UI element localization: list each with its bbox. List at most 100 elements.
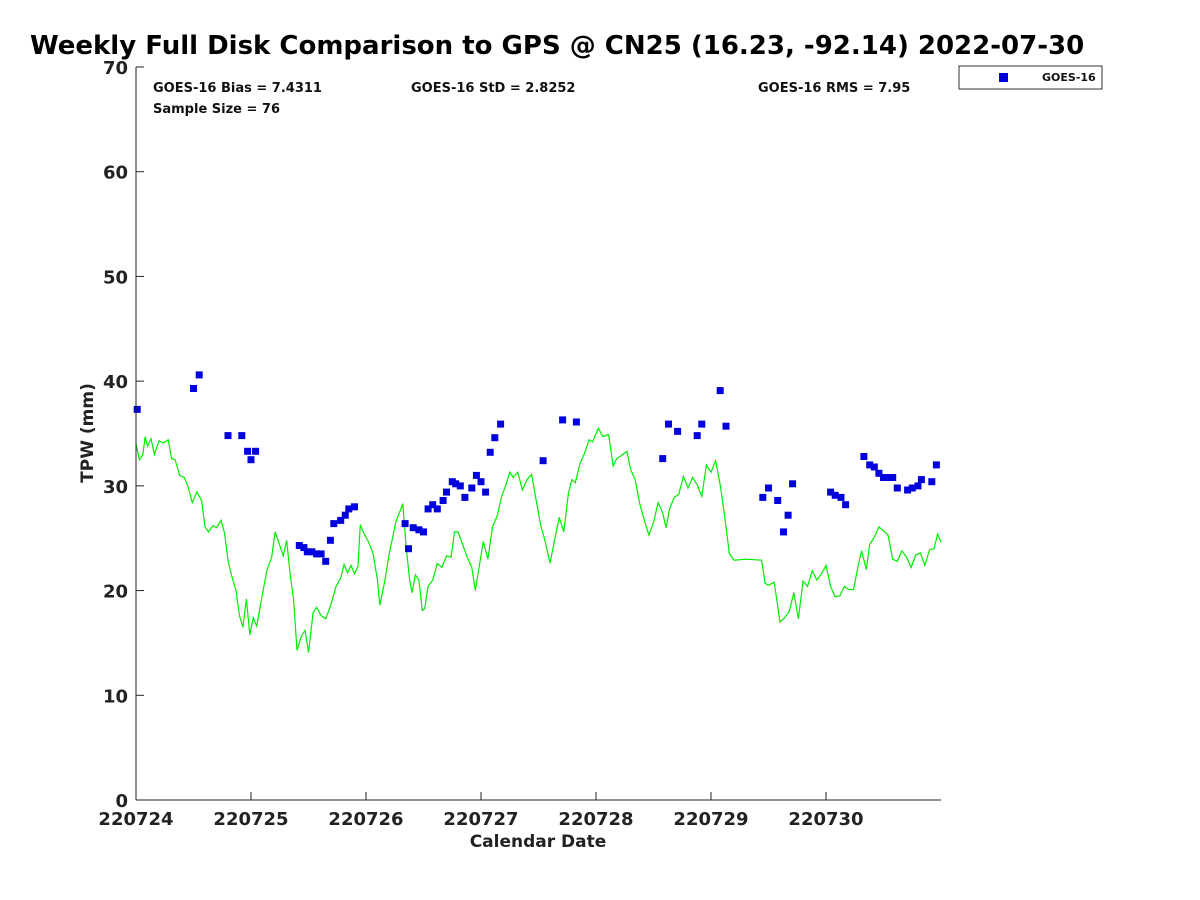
goes-16-point (722, 422, 730, 430)
y-tick-label: 20 (103, 582, 128, 603)
goes-16-point (486, 448, 494, 456)
goes-16-point (497, 420, 505, 428)
goes-16-point (904, 486, 912, 494)
goes-16-point (313, 550, 321, 558)
goes-16-point (326, 536, 334, 544)
goes-16-point (452, 480, 460, 488)
goes-16-point (866, 461, 874, 469)
goes-16-point (917, 476, 925, 484)
goes-16-point (784, 511, 792, 519)
rms-stat: GOES-16 RMS = 7.95 (758, 81, 910, 96)
x-tick-label: 220730 (788, 809, 863, 830)
y-tick-label: 30 (103, 477, 128, 498)
sample-size-stat: Sample Size = 76 (153, 102, 280, 117)
goes-16-point (477, 478, 485, 486)
goes-16-point (559, 416, 567, 424)
goes-16-point (401, 520, 409, 528)
y-tick-label: 0 (115, 791, 128, 812)
goes-16-point (539, 457, 547, 465)
goes-16-point (461, 493, 469, 501)
goes-16-series (133, 371, 940, 565)
goes-16-point (693, 432, 701, 440)
goes-16-point (433, 505, 441, 513)
y-tick-label: 50 (103, 267, 128, 288)
goes-16-point (415, 526, 423, 534)
goes-16-point (238, 432, 246, 440)
goes-16-point (928, 478, 936, 486)
goes-16-point (468, 484, 476, 492)
goes-16-point (889, 474, 897, 481)
goes-16-point (665, 420, 672, 428)
legend-box (958, 65, 1103, 90)
goes-16-point (317, 550, 325, 558)
x-axis-ticks: 220724 220725 220726 220727 220728 220729 2207… (98, 792, 864, 830)
x-axis-label: Calendar Date (470, 832, 607, 852)
goes-16-point (420, 528, 427, 536)
x-tick-label: 220729 (673, 809, 748, 830)
x-tick-label: 220727 (443, 809, 518, 830)
goes-16-point (456, 482, 464, 490)
goes-16-point (244, 447, 252, 455)
x-tick-label: 220724 (98, 809, 173, 830)
goes-16-point (345, 505, 353, 513)
goes-16-point (893, 484, 901, 492)
goes-16-point (875, 469, 883, 477)
goes-16-point (224, 432, 232, 440)
gps-series (135, 426, 942, 653)
goes-16-point (190, 385, 197, 392)
goes-16-point (789, 480, 797, 488)
goes-16-point (337, 516, 345, 524)
goes-16-point (698, 420, 706, 428)
goes-16-point (780, 528, 787, 536)
plot-area (136, 67, 941, 800)
goes-16-point (827, 488, 835, 496)
goes-16-point (424, 505, 432, 513)
bias-stat: GOES-16 Bias = 7.4311 (153, 81, 322, 96)
goes-16-point (341, 511, 349, 519)
goes-16-point (831, 491, 839, 499)
y-tick-label: 10 (103, 686, 128, 707)
goes-16-point (247, 456, 255, 464)
goes-16-point (765, 484, 772, 492)
goes-16-point (195, 371, 203, 379)
goes-16-point (884, 474, 892, 481)
goes-16-point (716, 387, 724, 395)
gps-line (135, 426, 942, 653)
x-tick-label: 220725 (213, 809, 288, 830)
goes-16-point (303, 548, 311, 556)
goes-16-point (908, 484, 916, 492)
y-axis-ticks: 0 10 20 30 40 50 60 70 (103, 58, 144, 812)
goes-16-point (837, 493, 845, 501)
goes-16-point (472, 471, 480, 479)
goes-16-point (330, 520, 338, 528)
legend: GOES-16 (958, 65, 1103, 90)
goes-16-point (759, 493, 767, 501)
goes-16-point (932, 461, 940, 469)
legend-entry-goes-16: GOES-16 (1042, 71, 1096, 84)
goes-16-point (133, 405, 141, 413)
goes-16-point (300, 544, 308, 552)
goes-16-point (914, 482, 922, 490)
goes-16-point (674, 427, 682, 435)
y-tick-label: 60 (103, 163, 128, 184)
y-tick-label: 40 (103, 372, 128, 393)
y-axis-label: TPW (mm) (78, 383, 98, 483)
goes-16-point (295, 542, 303, 549)
goes-16-point (572, 418, 580, 426)
legend-marker-goes-16 (999, 73, 1008, 82)
goes-16-point (322, 557, 330, 565)
goes-16-point (774, 497, 782, 504)
goes-16-point (405, 545, 412, 553)
goes-16-point (429, 501, 437, 509)
chart-title: Weekly Full Disk Comparison to GPS @ CN2… (30, 31, 1084, 61)
goes-16-point (443, 488, 450, 496)
goes-16-point (880, 474, 887, 481)
goes-16-point (860, 453, 868, 460)
goes-16-point (308, 548, 316, 556)
y-tick-label: 70 (103, 58, 128, 79)
goes-16-point (252, 447, 260, 455)
goes-16-point (842, 501, 850, 509)
goes-16-point (659, 455, 667, 463)
goes-16-point (482, 488, 490, 496)
